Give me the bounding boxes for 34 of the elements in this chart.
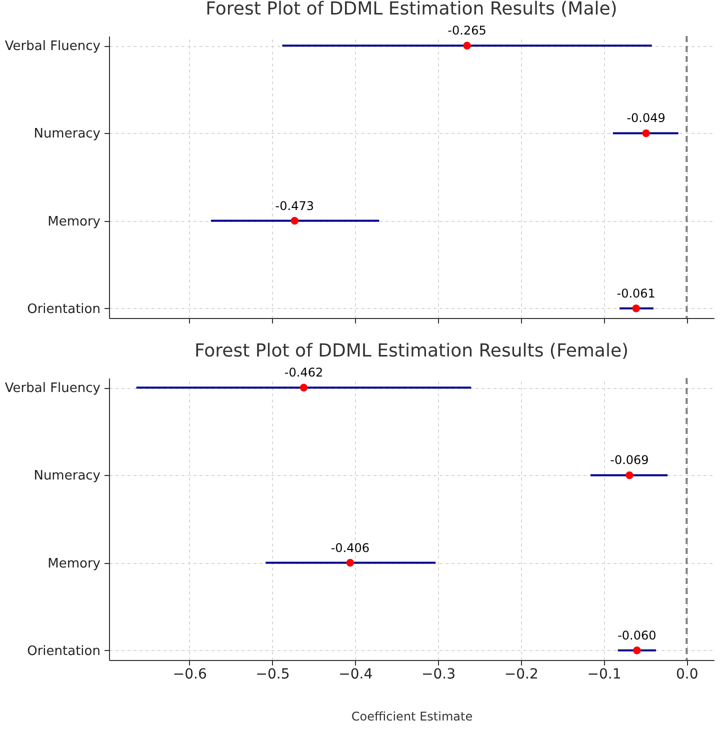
y-tick-label: Orientation <box>27 644 100 659</box>
data-label: -0.061 <box>616 286 656 300</box>
y-tick-label: Memory <box>48 556 101 572</box>
x-tick-label: −0.3 <box>422 666 456 682</box>
y-tick-label: Numeracy <box>34 468 101 484</box>
x-tick-label: 0.0 <box>676 666 698 682</box>
point <box>626 471 634 480</box>
data-label: -0.462 <box>284 366 324 380</box>
data-label: -0.406 <box>330 540 370 555</box>
data-label: -0.069 <box>610 453 649 468</box>
x-tick-label: −0.2 <box>504 666 538 682</box>
point <box>300 384 308 392</box>
point <box>633 646 641 654</box>
y-tick-label: Numeracy <box>34 126 101 142</box>
point <box>642 129 650 138</box>
y-tick-label: Verbal Fluency <box>4 39 101 54</box>
y-tick-label: Orientation <box>27 302 100 317</box>
point <box>346 558 354 567</box>
data-label: -0.265 <box>448 24 486 38</box>
x-tick-label: −0.5 <box>256 666 290 682</box>
data-label: -0.473 <box>275 198 314 213</box>
x-tick-label: −0.1 <box>587 666 622 682</box>
data-label: -0.049 <box>626 111 666 126</box>
chart-title: Forest Plot of DDML Estimation Results (Male) <box>206 0 618 20</box>
data-label: -0.060 <box>618 628 656 642</box>
x-tick-label: −0.6 <box>172 666 207 682</box>
x-tick-label: −0.4 <box>338 666 373 682</box>
x-axis-title: Coefficient Estimate <box>351 710 473 724</box>
point <box>290 216 299 225</box>
chart-title: Forest Plot of DDML Estimation Results (Female) <box>194 340 629 362</box>
y-tick-label: Verbal Fluency <box>4 381 101 396</box>
y-tick-label: Memory <box>48 214 101 230</box>
point <box>632 304 640 312</box>
point <box>463 42 471 50</box>
